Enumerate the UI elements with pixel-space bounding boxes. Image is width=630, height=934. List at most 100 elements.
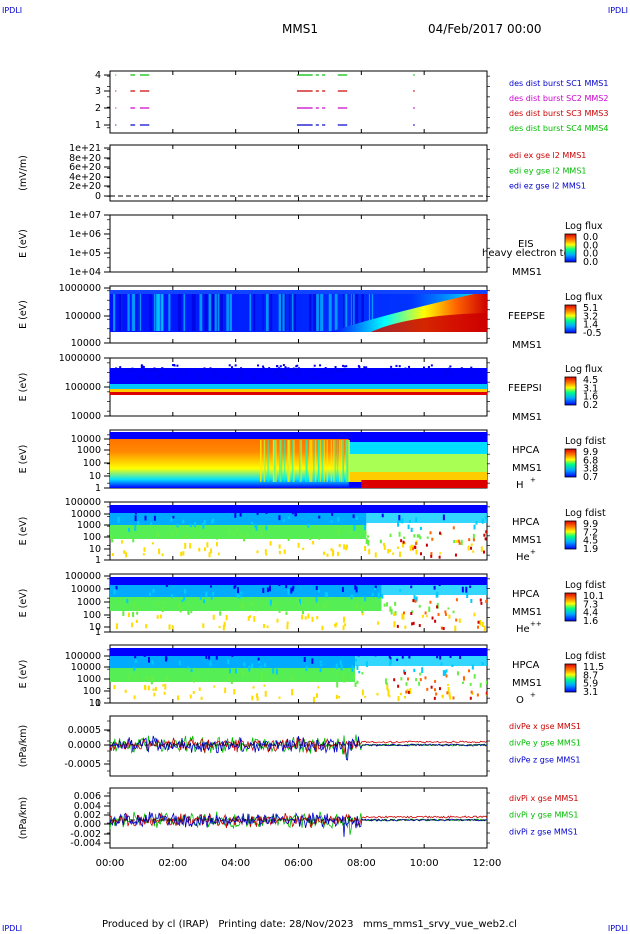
time-tick-label: 06:00 — [284, 858, 313, 869]
colorbar-hpca_hepp — [564, 592, 577, 622]
colorbar-tick-feepsi: 3.1 — [583, 383, 598, 394]
ytick-label-divpi: -0.004 — [70, 838, 101, 849]
ylabel-hpca_h: E (eV) — [18, 445, 29, 474]
spectrogram-feepse — [110, 290, 487, 332]
ytick-label-hpca_h: 1000 — [77, 445, 101, 456]
species-label-hpca_h: H — [516, 480, 524, 491]
ytick-label-hpca_h: 1 — [95, 483, 101, 494]
colorbar-tick-feepsi: 4.5 — [583, 375, 598, 386]
ytick-label-hpca_h: 100 — [83, 458, 101, 469]
spectrogram-hpca_he — [110, 505, 487, 559]
colorbar-feepse — [564, 304, 577, 334]
ipdl-label-bottom-right: IPDLI — [607, 924, 628, 933]
legend-edi-1: edi ey gse l2 MMS1 — [509, 166, 587, 175]
ytick-label-feepsi: 1000000 — [59, 353, 101, 364]
species-label-hpca_hepp: He — [516, 624, 530, 635]
ytick-label-hpca_o: 10000 — [71, 662, 101, 673]
legend-edi-2: edi ez gse l2 MMS1 — [509, 182, 586, 191]
ytick-label-burst: 1 — [95, 120, 101, 131]
trace-divpi-2 — [110, 811, 487, 837]
colorbar-title-eis: Log flux — [565, 221, 603, 232]
ytick-label-feepsi: 100000 — [65, 382, 101, 393]
colorbar-tick-feepse: 1.4 — [583, 320, 598, 331]
instrument-label-feepsi: FEEPSI — [508, 383, 542, 394]
ytick-label-eis: 1e+04 — [69, 267, 101, 278]
ipdl-label-top-right: IPDLI — [607, 6, 628, 15]
ytick-label-hpca_o: 1 — [95, 698, 101, 709]
ylabel-hpca_hepp: E (eV) — [18, 589, 29, 618]
instrument-label-hpca_he: HPCA — [512, 517, 540, 528]
ytick-label-edi: 6e+20 — [69, 162, 101, 173]
ylabel-feepse: E (eV) — [18, 300, 29, 329]
spacecraft-label-hpca_he: MMS1 — [512, 535, 542, 546]
colorbar-tick-hpca_hepp: 10.1 — [583, 591, 604, 602]
legend-burst-1: des dist burst SC2 MMS2 — [509, 94, 608, 103]
instrument-label-eis: EIS — [518, 239, 534, 250]
colorbar-title-hpca_hepp: Log fdist — [565, 580, 606, 591]
ytick-label-hpca_he: 1 — [95, 555, 101, 566]
colorbar-title-feepsi: Log flux — [565, 364, 603, 375]
spectrogram-feepsi — [110, 364, 487, 395]
ytick-label-edi: 2e+20 — [69, 181, 101, 192]
ytick-label-divpe: 0.0005 — [68, 725, 101, 736]
ytick-label-divpi: 0.006 — [74, 791, 101, 802]
ytick-label-edi: 1e+21 — [69, 143, 101, 154]
ytick-label-divpi: -0.002 — [70, 829, 101, 840]
colorbar-tick-feepsi: 0.2 — [583, 400, 598, 411]
colorbar-hpca_he — [564, 520, 577, 550]
colorbar-tick-hpca_o: 11.5 — [583, 662, 604, 673]
species-charge-hpca_hepp: ++ — [530, 620, 542, 628]
ytick-label-hpca_hepp: 10000 — [71, 584, 101, 595]
colorbar-tick-eis: 0.0 — [583, 257, 598, 268]
ytick-label-feepse: 1000000 — [59, 283, 101, 294]
ytick-label-hpca_o: 100000 — [65, 651, 101, 662]
instrument-label-hpca_o: HPCA — [512, 660, 540, 671]
colorbar-tick-eis: 0.0 — [583, 240, 598, 251]
ytick-label-feepse: 10000 — [71, 338, 101, 349]
ytick-label-edi: 8e+20 — [69, 153, 101, 164]
time-tick-label: 02:00 — [158, 858, 187, 869]
panel-frame-burst — [109, 70, 488, 134]
colorbar-tick-feepse: 5.1 — [583, 303, 598, 314]
ylabel-hpca_he: E (eV) — [18, 517, 29, 546]
legend-divpi-1: divPi y gse MMS1 — [509, 811, 578, 820]
colorbar-tick-hpca_h: 3.8 — [583, 464, 598, 475]
colorbar-tick-hpca_hepp: 4.4 — [583, 608, 598, 619]
legend-divpe-0: divPe x gse MMS1 — [509, 722, 581, 731]
legend-divpi-2: divPi z gse MMS1 — [509, 827, 578, 836]
ytick-label-divpi: 0.002 — [74, 810, 101, 821]
ytick-label-hpca_o: 100 — [83, 686, 101, 697]
ylabel-feepsi: E (eV) — [18, 373, 29, 402]
date-time: 04/Feb/2017 00:00 — [428, 22, 542, 36]
ytick-label-hpca_he: 100000 — [65, 497, 101, 508]
ytick-label-hpca_h: 10000 — [71, 434, 101, 445]
spectrogram-hpca_h — [110, 432, 487, 488]
ytick-label-edi: 4e+20 — [69, 172, 101, 183]
instrument-label-feepse: FEEPSE — [508, 311, 545, 322]
ytick-label-feepse: 100000 — [65, 311, 101, 322]
spacecraft-label-hpca_o: MMS1 — [512, 678, 542, 689]
ytick-label-edi: 0 — [95, 191, 101, 202]
spacecraft-label-feepse: MMS1 — [512, 340, 542, 351]
ylabel-edi: (mV/m) — [18, 155, 29, 191]
species-charge-hpca_o: + — [530, 691, 536, 699]
colorbar-tick-hpca_he: 9.9 — [583, 519, 598, 530]
spacecraft-label-eis: MMS1 — [512, 267, 542, 278]
spacecraft-label-hpca_hepp: MMS1 — [512, 607, 542, 618]
ytick-label-divpe: 0.0000 — [68, 740, 101, 751]
ytick-label-divpe: -0.0005 — [64, 759, 101, 770]
colorbar-tick-hpca_o: 8.7 — [583, 670, 598, 681]
trace-divpe-2 — [110, 735, 487, 761]
colorbar-feepsi — [564, 376, 577, 406]
colorbar-tick-hpca_o: 3.1 — [583, 687, 598, 698]
time-tick-label: 00:00 — [96, 858, 125, 869]
ytick-label-hpca_he: 100 — [83, 532, 101, 543]
colorbar-title-feepse: Log flux — [565, 292, 603, 303]
ipdl-label-bottom-left: IPDLI — [2, 924, 23, 933]
ytick-label-hpca_o: 1000 — [77, 674, 101, 685]
instrument-sub-label-eis: heavy electron to — [482, 248, 570, 259]
ytick-label-eis: 1e+07 — [69, 210, 101, 221]
time-tick-label: 12:00 — [473, 858, 502, 869]
colorbar-tick-hpca_o: 5.9 — [583, 679, 598, 690]
